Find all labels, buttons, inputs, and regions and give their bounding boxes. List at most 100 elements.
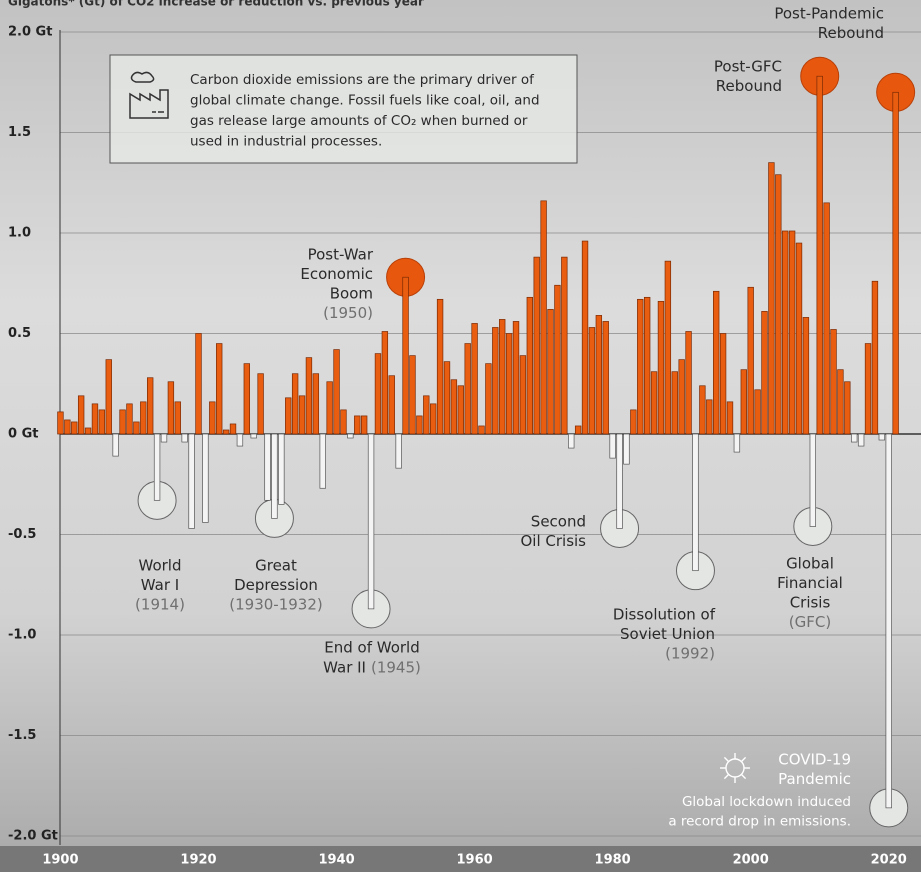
bar (719, 333, 727, 435)
annotation-text: War II (1945) (323, 658, 421, 676)
bar (678, 359, 685, 435)
bar (216, 343, 223, 435)
y-tick-label: -2.0 Gt (8, 829, 58, 844)
bar (588, 327, 596, 435)
bar (713, 290, 720, 435)
y-tick-label: 2.0 Gt (8, 25, 52, 40)
annotation-line: War II (323, 658, 366, 676)
bar (140, 401, 147, 435)
annotation-text: Post-War (308, 246, 374, 264)
bar (443, 361, 451, 435)
bar (319, 433, 326, 489)
info-text: gas release large amounts of CO₂ when bu… (190, 113, 528, 129)
bar (561, 256, 568, 435)
bar (160, 433, 168, 443)
bar (347, 433, 354, 439)
virus-spike (723, 756, 730, 763)
bar (243, 363, 250, 435)
bar (519, 355, 527, 435)
virus-icon (720, 753, 750, 783)
bar (830, 329, 837, 435)
bar (167, 381, 175, 435)
bar (795, 242, 803, 435)
bar (871, 280, 879, 435)
bar (450, 379, 458, 435)
annotation-text: Post-Pandemic (774, 5, 884, 23)
bar (492, 327, 499, 435)
bar (416, 415, 423, 435)
bar (740, 369, 747, 435)
annotation-text: Second (531, 513, 586, 531)
bar (305, 357, 313, 435)
annotation-text: Crisis (790, 594, 831, 612)
annotation-text: Financial (777, 574, 843, 592)
bar (685, 331, 692, 435)
bar (802, 317, 810, 435)
bar (71, 421, 78, 435)
bar (616, 433, 623, 529)
bar (395, 433, 402, 469)
bar (761, 311, 768, 435)
bar (816, 75, 823, 435)
bar (84, 427, 92, 435)
bar (878, 433, 886, 441)
annotation-text: Post-GFC (714, 58, 782, 76)
bar (823, 202, 830, 435)
bar (436, 298, 444, 435)
annotation-text: Great (255, 557, 297, 575)
bar (837, 369, 844, 435)
y-tick-label: 1.5 (8, 125, 31, 140)
x-tick-label: 1900 (42, 853, 78, 868)
bar (650, 371, 658, 435)
y-tick-label: -0.5 (8, 527, 36, 542)
bar (464, 343, 471, 435)
bar (333, 349, 340, 435)
bar (657, 300, 665, 435)
annotation-note: (1945) (371, 658, 421, 676)
annotation-text: Soviet Union (620, 625, 715, 643)
bar (229, 423, 237, 435)
annotation-text: Pandemic (778, 770, 851, 788)
bar (609, 433, 616, 459)
annotation-text: COVID-19 (778, 751, 851, 769)
bar (864, 343, 872, 435)
bar (374, 353, 382, 435)
bar (291, 373, 299, 435)
bar (119, 409, 126, 435)
bar (602, 321, 609, 435)
bar (637, 298, 644, 435)
bar (726, 401, 734, 435)
bar (354, 415, 361, 435)
bar (98, 409, 106, 435)
bar (457, 385, 464, 435)
virus-spike (740, 773, 747, 780)
bar (554, 284, 561, 435)
annotation-text: Economic (300, 265, 373, 283)
bar (326, 381, 333, 435)
bar (91, 403, 99, 435)
info-text: used in industrial processes. (190, 134, 382, 150)
bar (788, 230, 796, 435)
x-tick-label: 2000 (733, 853, 769, 868)
bar (581, 240, 589, 435)
bar (250, 433, 257, 439)
bar (312, 373, 320, 435)
bar (768, 162, 775, 435)
bar (409, 355, 416, 435)
bar (844, 381, 851, 435)
bar (126, 403, 133, 435)
bar (257, 373, 264, 435)
annotation-text: War I (141, 576, 179, 594)
bar (298, 395, 306, 435)
annotation-text: a record drop in emissions. (668, 814, 851, 830)
bar (105, 359, 112, 435)
bar (664, 260, 672, 435)
bar (733, 433, 741, 453)
bar (692, 433, 699, 572)
y-tick-label: 0 Gt (8, 427, 38, 442)
bar (153, 433, 161, 501)
bar (547, 309, 554, 435)
bar (271, 433, 278, 519)
bar (430, 403, 437, 435)
